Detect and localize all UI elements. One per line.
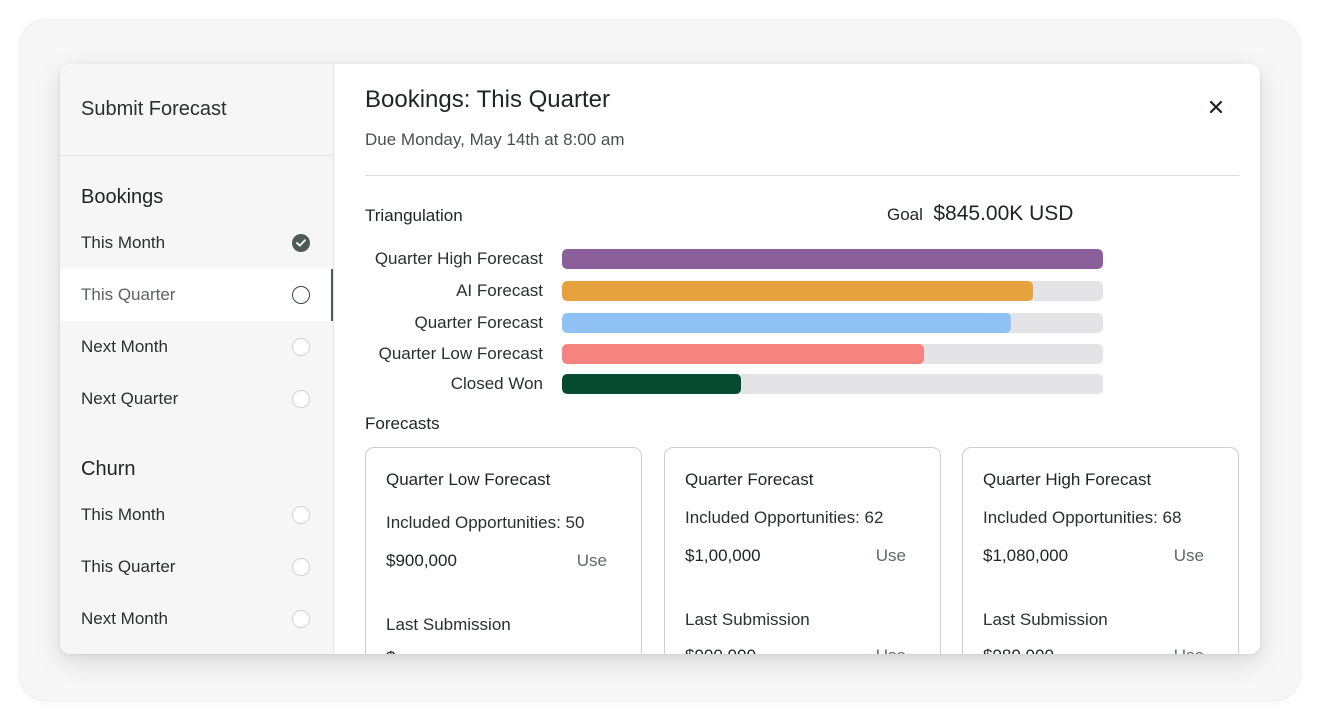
bar-fill [562,374,741,394]
goal-value: $845.00K USD [933,202,1074,225]
bar-track [562,344,1103,364]
close-button[interactable] [1203,94,1229,120]
radio-circle-icon [292,506,310,524]
forecast-card-high: Quarter High Forecast Included Opportuni… [962,447,1239,654]
sidebar-item-churn-this-month[interactable]: This Month [60,489,333,541]
sidebar: Submit Forecast Bookings This Month This… [60,64,334,654]
sidebar-item-label: This Quarter [81,557,176,576]
goal-label: Goal [887,205,923,224]
bar-track [562,249,1103,269]
sidebar-item-churn-this-quarter[interactable]: This Quarter [60,541,333,593]
use-button[interactable]: Use [875,546,906,565]
due-date: Due Monday, May 14th at 8:00 am [365,130,625,149]
radio-circle-icon [292,338,310,356]
bar-label: Quarter Low Forecast [378,344,543,363]
last-submission-amount: $900,000 [685,646,756,654]
radio-circle-icon [292,286,310,304]
bar-row: Closed Won [335,373,1260,395]
forecast-amount: $1,080,000 [983,546,1069,565]
bar-fill [562,249,1103,269]
last-submission-amount: $980,000 [983,646,1054,654]
sidebar-item-bookings-this-quarter[interactable]: This Quarter [60,269,333,321]
card-title: Quarter Low Forecast [386,470,551,489]
sidebar-item-bookings-next-month[interactable]: Next Month [60,321,333,373]
last-submission-amount: $---,--- [386,648,434,654]
bar-label: AI Forecast [456,281,543,300]
bar-track [562,281,1103,301]
included-opportunities: Included Opportunities: 50 [386,513,585,532]
sidebar-item-bookings-this-month[interactable]: This Month [60,217,333,269]
forecast-card-low: Quarter Low Forecast Included Opportunit… [365,447,642,654]
bar-row: Quarter High Forecast [335,248,1260,270]
sidebar-item-label: Next Month [81,337,168,356]
radio-circle-icon [292,558,310,576]
bar-label: Closed Won [450,374,543,393]
sidebar-item-label: This Month [81,505,166,524]
included-opportunities: Included Opportunities: 62 [685,508,884,527]
last-use-button[interactable]: Use [1174,646,1204,654]
page-title: Bookings: This Quarter [365,86,611,113]
last-use-button[interactable]: Use [876,646,906,654]
forecasts-label: Forecasts [365,414,440,433]
check-circle-icon [292,234,310,252]
use-button[interactable]: Use [1173,546,1204,565]
close-icon [1209,100,1223,114]
sidebar-item-label: This Quarter [81,285,176,304]
forecast-amount: $900,000 [386,551,457,570]
forecast-card-mid: Quarter Forecast Included Opportunities:… [664,447,941,654]
bar-row: Quarter Low Forecast [335,343,1260,365]
header-divider [365,175,1239,176]
bar-track [562,374,1103,394]
sidebar-item-churn-next-month[interactable]: Next Month [60,593,333,645]
triangulation-label: Triangulation [365,206,463,225]
bar-track [562,313,1103,333]
card-title: Quarter High Forecast [983,470,1152,489]
sidebar-item-label: Next Month [81,609,168,628]
group-title-bookings: Bookings [81,186,164,208]
main-panel: Bookings: This Quarter Due Monday, May 1… [335,64,1260,654]
last-submission-label: Last Submission [983,610,1108,629]
bar-row: Quarter Forecast [335,312,1260,334]
bar-row: AI Forecast [335,280,1260,302]
sidebar-item-label: This Month [81,233,166,252]
sidebar-title: Submit Forecast [60,64,333,156]
included-opportunities: Included Opportunities: 68 [983,508,1182,527]
bar-fill [562,281,1033,301]
goal: Goal $845.00K USD [887,202,1073,226]
forecast-modal: Submit Forecast Bookings This Month This… [60,64,1260,654]
bar-fill [562,313,1012,333]
forecast-amount: $1,00,000 [685,546,761,565]
sidebar-item-bookings-next-quarter[interactable]: Next Quarter [60,373,333,425]
bar-label: Quarter High Forecast [374,249,543,268]
sidebar-item-label: Next Quarter [81,389,179,408]
last-submission-label: Last Submission [685,610,810,629]
radio-circle-icon [292,610,310,628]
use-button[interactable]: Use [576,551,607,570]
last-submission-label: Last Submission [386,615,511,634]
card-title: Quarter Forecast [685,470,814,489]
bar-fill [562,344,925,364]
group-title-churn: Churn [81,458,136,480]
radio-circle-icon [292,390,310,408]
bar-label: Quarter Forecast [414,313,544,332]
